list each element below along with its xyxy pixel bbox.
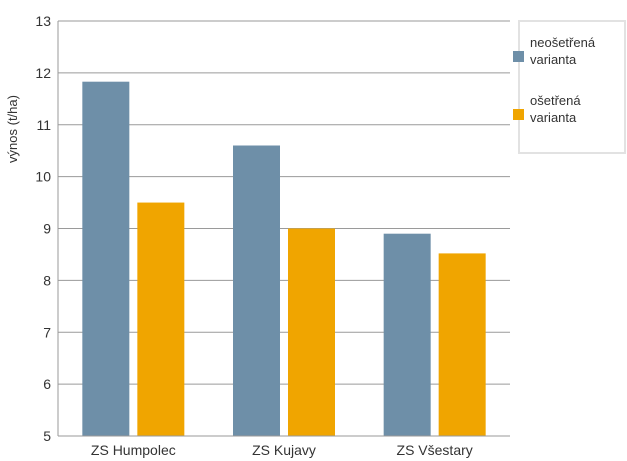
bar (383, 233, 431, 436)
y-axis-title: výnos (t/ha) (5, 95, 20, 163)
bar (233, 145, 280, 436)
legend-label: varianta (530, 52, 577, 67)
bar (288, 228, 335, 436)
y-tick-label: 12 (35, 65, 51, 81)
legend-swatch (513, 51, 524, 62)
y-tick-label: 10 (35, 169, 51, 185)
bars (82, 81, 486, 436)
y-tick-label: 8 (43, 272, 51, 288)
axes: 5 6 7 8 9 10 11 12 13 ZS Humpolec ZS Kujavy ZS Všes… (35, 13, 510, 458)
legend-label: neošetřená (530, 35, 596, 50)
y-tick-label: 9 (43, 221, 51, 237)
gridlines (58, 20, 510, 385)
y-tick-label: 5 (43, 428, 51, 444)
bar (82, 81, 130, 436)
y-tick-label: 7 (43, 324, 51, 340)
y-tick-label: 13 (35, 13, 51, 29)
legend-swatch (513, 109, 524, 120)
x-tick-label: ZS Humpolec (91, 442, 176, 458)
x-tick-label: ZS Všestary (397, 442, 473, 458)
legend: neošetřená varianta ošetřená varianta (513, 20, 626, 154)
legend-box (518, 20, 626, 154)
x-tick-label: ZS Kujavy (252, 442, 316, 458)
legend-label: ošetřená (530, 93, 581, 108)
y-tick-label: 11 (36, 117, 51, 133)
legend-label: varianta (530, 110, 577, 125)
bar (438, 253, 486, 436)
y-tick-label: 6 (43, 376, 51, 392)
bar (137, 202, 185, 436)
